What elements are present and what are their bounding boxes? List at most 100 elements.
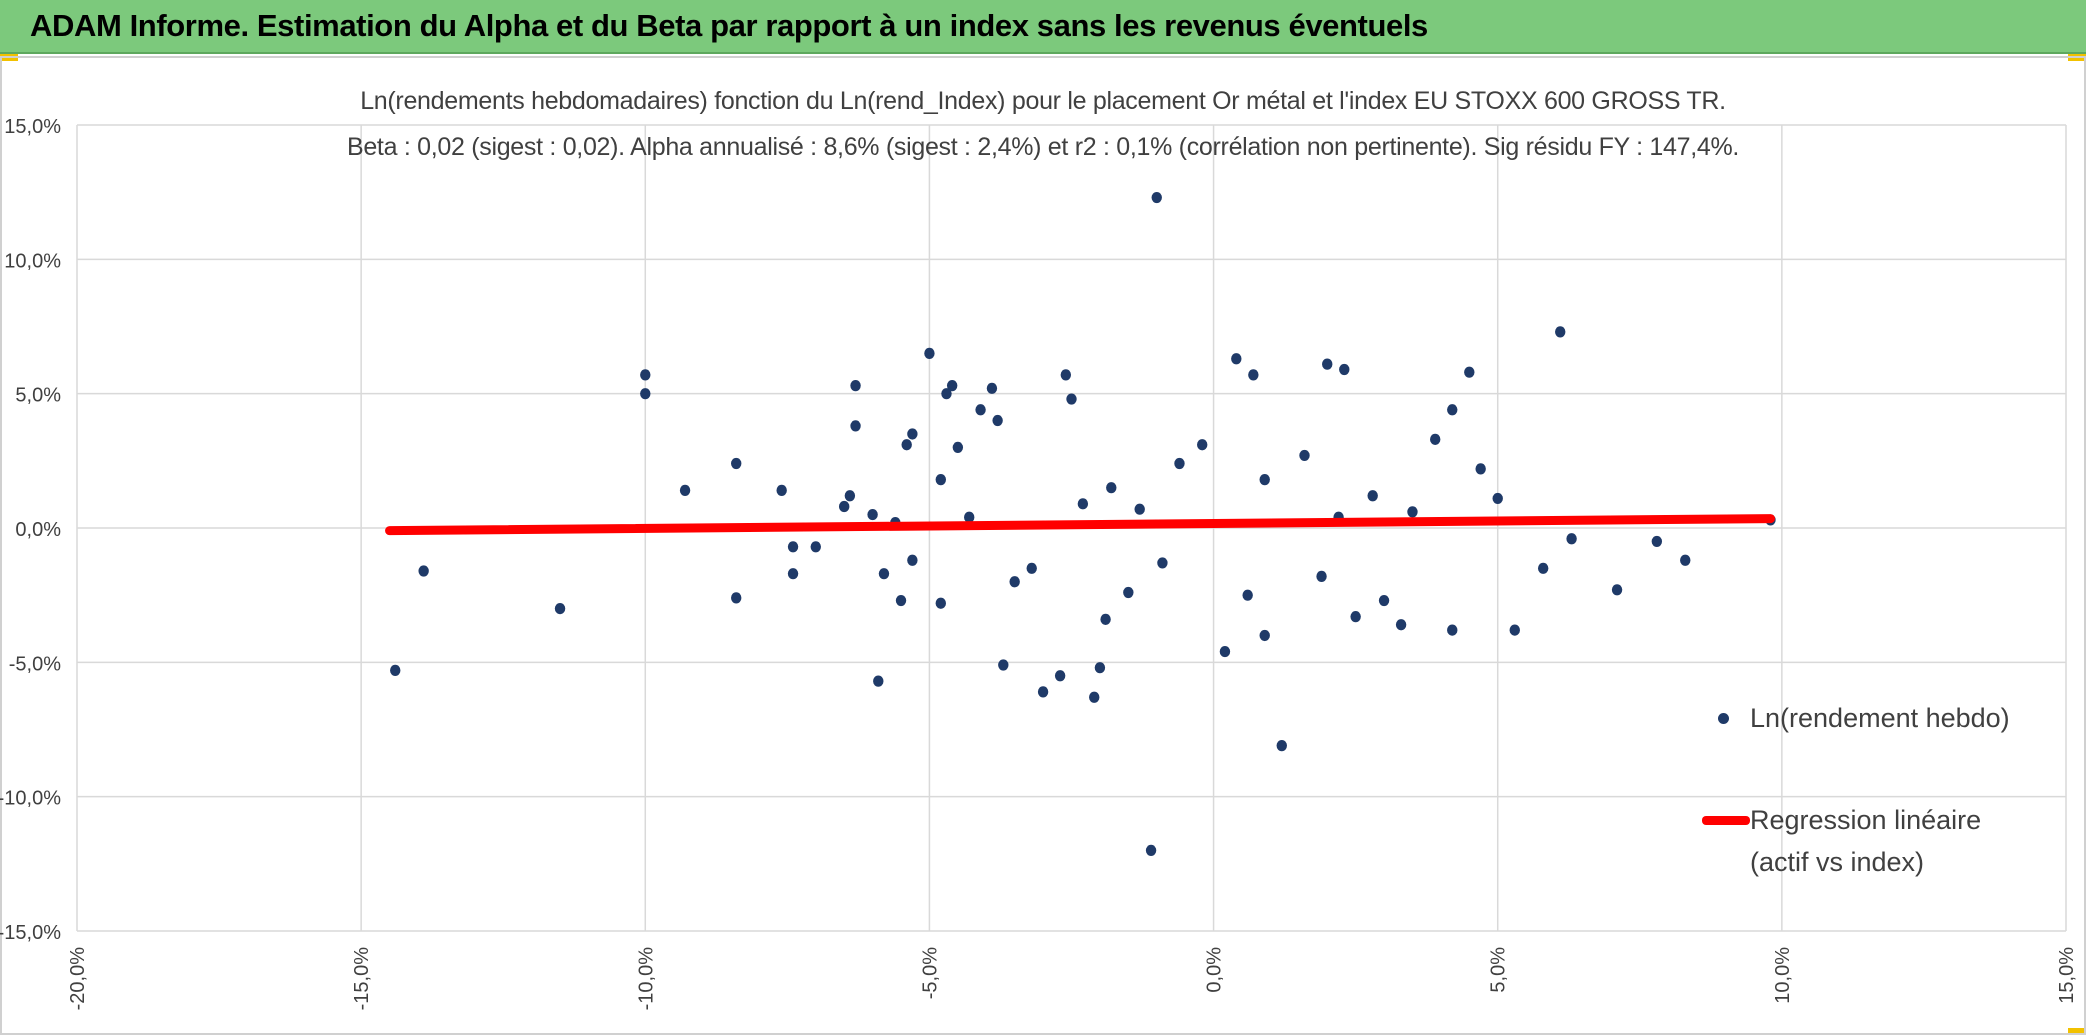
data-point — [1089, 691, 1100, 703]
data-point — [1611, 584, 1623, 596]
data-point — [1054, 670, 1066, 682]
data-point — [1106, 482, 1117, 494]
y-tick-label: -10,0% — [0, 788, 61, 810]
data-point — [1009, 576, 1020, 588]
data-point — [935, 474, 946, 486]
data-point — [901, 439, 912, 451]
data-point — [1407, 506, 1418, 518]
data-point — [640, 369, 651, 381]
data-point — [1077, 498, 1089, 510]
data-point — [873, 675, 884, 687]
data-point — [878, 568, 890, 580]
data-point — [1492, 492, 1503, 505]
data-point — [1026, 562, 1037, 574]
data-point — [731, 592, 742, 604]
data-point — [1299, 449, 1310, 462]
data-point — [1259, 629, 1270, 642]
data-point — [1123, 586, 1134, 599]
data-point — [1197, 439, 1208, 451]
data-point — [1367, 490, 1378, 502]
data-point — [1395, 619, 1407, 631]
data-point — [844, 490, 856, 502]
data-point — [946, 380, 958, 392]
x-tick-label: 10,0% — [1772, 947, 1794, 1004]
chart-subtitle: Beta : 0,02 (sigest : 0,02). Alpha annua… — [346, 133, 1740, 161]
x-tick-label: -10,0% — [635, 947, 657, 1011]
y-tick-label: -15,0% — [0, 922, 61, 944]
data-point — [992, 414, 1003, 427]
data-point — [418, 565, 429, 577]
legend-label-points: Ln(rendement hebdo) — [1750, 703, 2010, 733]
x-tick-label: 0,0% — [1204, 947, 1226, 993]
data-point — [1037, 686, 1049, 698]
data-point — [1219, 645, 1231, 658]
data-point — [1555, 326, 1566, 338]
data-point — [1134, 503, 1145, 515]
data-point — [810, 541, 821, 553]
x-tick-label: 15,0% — [2056, 947, 2078, 1004]
data-point — [787, 568, 799, 580]
chart-area[interactable] — [0, 56, 2086, 1035]
data-point — [1464, 366, 1475, 378]
legend-marker-regression — [1702, 816, 1750, 825]
data-point — [731, 457, 742, 470]
report-title: ADAM Informe. Estimation du Alpha et du … — [30, 8, 1428, 43]
chart-title: Ln(rendements hebdomadaires) fonction du… — [360, 87, 1726, 115]
data-point — [941, 388, 952, 400]
data-point — [1094, 662, 1106, 674]
data-point — [1509, 624, 1520, 636]
y-tick-label: 15,0% — [4, 116, 61, 138]
data-point — [1276, 740, 1287, 752]
data-point — [1447, 404, 1458, 416]
corner-marker-bottom-right — [2068, 1028, 2086, 1035]
data-point — [1378, 594, 1390, 607]
data-point — [1475, 463, 1486, 475]
data-point — [1231, 353, 1242, 365]
data-point — [907, 428, 918, 440]
data-point — [1316, 570, 1327, 582]
data-point — [640, 388, 651, 400]
data-point — [935, 597, 946, 609]
data-point — [1066, 393, 1077, 405]
data-point — [907, 554, 918, 566]
data-point — [924, 347, 935, 359]
data-point — [1100, 613, 1111, 625]
data-point — [679, 484, 691, 496]
data-point — [1322, 358, 1333, 370]
data-point — [952, 441, 964, 453]
data-point — [895, 594, 907, 607]
data-point — [838, 500, 850, 513]
legend-label-regression: Regression linéaire — [1750, 805, 1982, 835]
data-point — [1259, 474, 1270, 486]
regression-line — [385, 514, 1775, 536]
data-point — [986, 382, 998, 394]
data-point — [1145, 844, 1157, 857]
data-point — [867, 508, 878, 521]
y-tick-label: 5,0% — [15, 385, 61, 407]
data-point — [1151, 191, 1162, 204]
x-tick-label: -5,0% — [919, 947, 941, 999]
data-point — [1248, 369, 1259, 381]
data-point — [850, 420, 861, 432]
data-point — [1157, 557, 1168, 569]
data-point — [1174, 457, 1185, 470]
data-point — [1566, 533, 1577, 545]
data-point — [1447, 624, 1458, 636]
x-tick-label: -20,0% — [67, 947, 89, 1011]
data-point — [1651, 535, 1663, 548]
y-tick-label: 10,0% — [4, 250, 61, 272]
data-point — [1430, 433, 1441, 445]
legend-label-regression-2: (actif vs index) — [1750, 847, 1925, 877]
x-tick-label: 5,0% — [1488, 947, 1510, 993]
header-bar: ADAM Informe. Estimation du Alpha et du … — [0, 0, 2086, 54]
data-point — [1537, 562, 1549, 574]
data-point — [787, 541, 799, 553]
data-point — [554, 603, 566, 615]
data-point — [776, 484, 787, 496]
legend-marker-points — [1718, 713, 1729, 724]
data-point — [1060, 369, 1072, 381]
data-point — [975, 404, 986, 416]
data-point — [1339, 363, 1350, 376]
data-point — [998, 659, 1009, 671]
